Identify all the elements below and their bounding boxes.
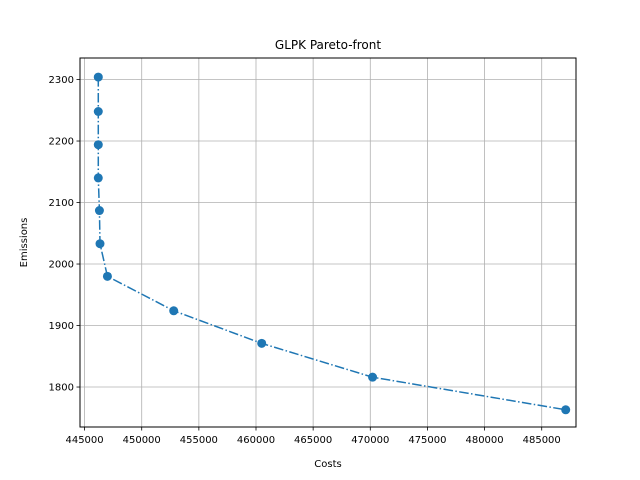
data-point	[95, 239, 105, 249]
data-point	[368, 372, 378, 382]
data-point	[93, 72, 103, 82]
x-tick-label: 470000	[351, 435, 389, 446]
x-tick-label: 480000	[465, 435, 503, 446]
data-point	[102, 271, 112, 281]
y-axis: 1800 1900 2000 2100 2200 2300	[49, 75, 80, 394]
x-tick-label: 455000	[180, 435, 218, 446]
grid	[80, 58, 576, 427]
data-point	[257, 338, 267, 348]
data-point	[93, 173, 103, 183]
x-tick-label: 465000	[294, 435, 332, 446]
x-tick-label: 450000	[123, 435, 161, 446]
x-axis-label: Costs	[314, 459, 341, 470]
y-tick-label: 2300	[49, 75, 74, 86]
data-point	[561, 405, 571, 415]
x-tick-label: 460000	[237, 435, 275, 446]
y-tick-label: 1900	[49, 321, 74, 332]
data-point	[169, 306, 179, 316]
data-point	[93, 107, 103, 117]
y-tick-label: 2000	[49, 260, 74, 271]
plot-frame	[79, 57, 577, 428]
x-axis: 445000 450000 455000 460000 465000 470000 4750…	[65, 427, 561, 446]
series	[93, 72, 571, 415]
x-tick-label: 475000	[408, 435, 446, 446]
x-tick-label: 485000	[523, 435, 561, 446]
y-axis-label: Emissions	[19, 218, 30, 268]
y-tick-label: 2200	[49, 137, 74, 148]
data-point	[93, 140, 103, 150]
x-tick-label: 445000	[65, 435, 103, 446]
y-tick-label: 2100	[49, 198, 74, 209]
chart-title: GLPK Pareto-front	[275, 38, 381, 52]
y-tick-label: 1800	[49, 383, 74, 394]
data-point	[94, 206, 104, 216]
